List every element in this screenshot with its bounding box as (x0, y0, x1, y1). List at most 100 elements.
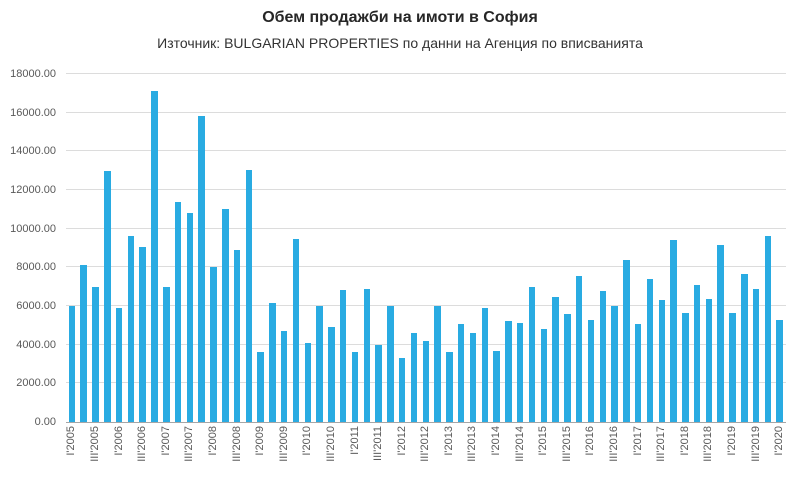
x-tick-slot: I'2018 (679, 424, 691, 476)
x-tick-label: I'2016 (584, 426, 597, 456)
bar-slot (573, 74, 585, 422)
plot-area (66, 73, 786, 423)
bar-slot (561, 74, 573, 422)
chart-title: Обем продажби на имоти в София (262, 9, 538, 26)
bar (222, 209, 229, 422)
x-tick-slot: III'2010 (324, 424, 338, 476)
bar-slot (349, 74, 361, 422)
bar (174, 201, 182, 422)
x-tick-label: III'2005 (88, 426, 101, 462)
bar-slot (196, 74, 208, 422)
bar (457, 324, 465, 422)
bar (104, 170, 111, 422)
bar-slot (184, 74, 196, 422)
x-tick-slot (550, 424, 562, 476)
bar (564, 313, 571, 422)
y-tick-label: 8000.00 (16, 261, 56, 274)
bar-slot (597, 74, 609, 422)
x-tick-slot: III'2008 (231, 424, 243, 476)
bar-slot (514, 74, 526, 422)
x-tick-label: III'2009 (277, 426, 290, 462)
gridline (66, 111, 786, 113)
bar-slot (149, 74, 161, 422)
bar (764, 236, 772, 422)
x-tick-slot: III'2014 (514, 424, 526, 476)
bar (434, 306, 441, 422)
bar (198, 115, 205, 422)
bar (670, 240, 677, 422)
x-tick-label: I'2013 (442, 426, 455, 456)
bar-slot (373, 74, 385, 422)
bar-slot (267, 74, 279, 422)
bar-slot (160, 74, 172, 422)
x-tick-label: I'2018 (678, 426, 691, 456)
bar (693, 284, 701, 422)
x-tick-label: III'2014 (513, 426, 526, 462)
bar-slot (644, 74, 656, 422)
bar (151, 91, 158, 422)
x-tick-slot (668, 424, 680, 476)
bar-slot (125, 74, 137, 422)
bar-slot (326, 74, 338, 422)
bar (328, 327, 335, 422)
bar (398, 358, 406, 422)
x-tick-slot (479, 424, 491, 476)
bar-slot (632, 74, 644, 422)
bar (304, 342, 312, 422)
x-tick-slot: I'2017 (632, 424, 644, 476)
bar (634, 324, 642, 422)
bar (611, 306, 618, 422)
gridline (66, 73, 786, 74)
x-tick-label: I'2007 (159, 426, 172, 456)
x-tick-slot: III'2016 (608, 424, 621, 476)
x-tick-slot: I'2006 (113, 424, 125, 476)
bar-slot (750, 74, 762, 422)
x-tick-label: I'2019 (726, 426, 739, 456)
bar (705, 299, 713, 422)
x-tick-slot (196, 424, 208, 476)
bar-slot (526, 74, 538, 422)
bar-slot (90, 74, 102, 422)
bar (682, 312, 689, 422)
x-tick-slot: I'2008 (206, 424, 220, 476)
gridline (66, 266, 786, 268)
x-tick-slot: III'2019 (750, 424, 762, 476)
bar (80, 265, 87, 422)
bar (115, 307, 123, 422)
bar-slot (738, 74, 750, 422)
bar (387, 306, 394, 422)
x-tick-slot (243, 424, 255, 476)
bar (646, 278, 654, 422)
bar (729, 312, 736, 422)
x-tick-label: I'2020 (773, 426, 786, 456)
bar (741, 274, 748, 422)
bar (281, 331, 288, 422)
x-tick-slot: I'2011 (349, 424, 361, 476)
x-tick-label: I'2006 (112, 426, 125, 456)
bar (186, 213, 194, 422)
x-tick-label: III'2010 (324, 426, 337, 462)
x-tick-slot: I'2015 (537, 424, 550, 476)
x-tick-label: I'2008 (206, 426, 219, 456)
y-tick-label: 0.00 (34, 416, 56, 428)
bar (363, 288, 371, 422)
x-tick-label: III'2006 (136, 426, 149, 462)
y-axis-labels: 0.00 2000.00 4000.00 6000.00 8000.00 10000.00… (0, 68, 60, 428)
bar (292, 239, 300, 422)
bar (552, 297, 559, 422)
bar (422, 340, 430, 422)
x-tick-label: III'2018 (702, 426, 715, 462)
bar (528, 286, 536, 422)
x-tick-slot: III'2005 (88, 424, 102, 476)
bar-slot (101, 74, 113, 422)
y-tick-label: 10000.00 (10, 222, 56, 235)
bar (599, 290, 606, 422)
x-tick-slot: I'2016 (584, 424, 597, 476)
x-tick-label: III'2019 (749, 426, 762, 462)
bar (351, 352, 359, 422)
x-tick-slot (597, 424, 609, 476)
bar (505, 321, 512, 422)
bar-slot (620, 74, 632, 422)
bar-slot (538, 74, 550, 422)
